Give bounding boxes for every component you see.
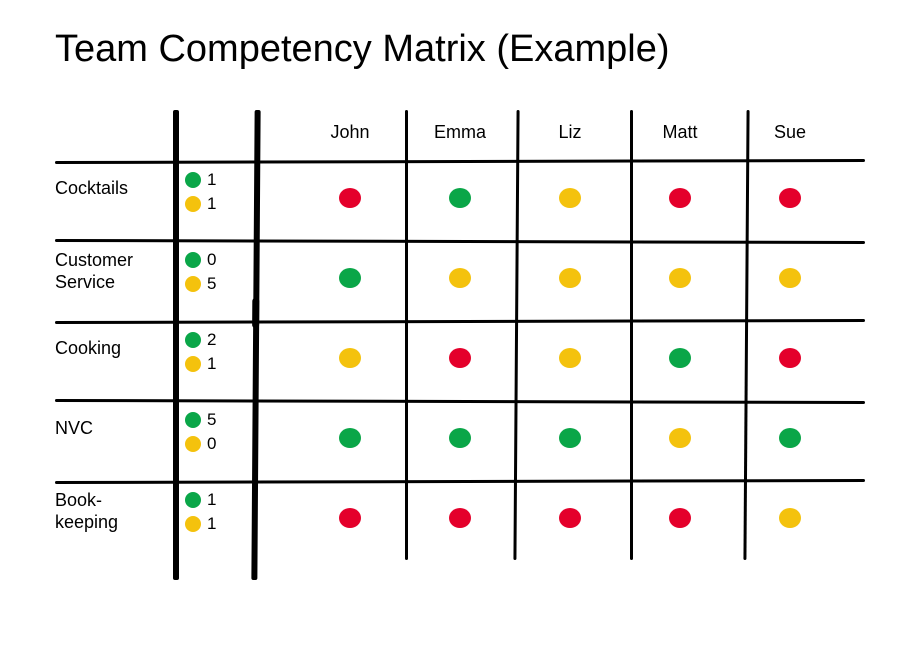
legend-item-green: 2: [185, 328, 216, 352]
legend-item-yellow: 5: [185, 272, 216, 296]
person-header: Sue: [735, 122, 845, 143]
skill-legend: 21: [185, 328, 216, 376]
skill-row: Book-keeping11: [55, 480, 865, 580]
green-dot-icon: [185, 412, 201, 428]
competency-dot: [339, 428, 361, 448]
yellow-dot-icon: [185, 516, 201, 532]
skill-row: Cocktails11: [55, 160, 865, 240]
legend-item-yellow: 1: [185, 512, 216, 536]
competency-dot: [339, 268, 361, 288]
skill-legend: 11: [185, 488, 216, 536]
competency-dot: [559, 348, 581, 368]
green-dot-icon: [185, 252, 201, 268]
competency-dot: [449, 188, 471, 208]
skill-legend: 11: [185, 168, 216, 216]
competency-dot: [669, 348, 691, 368]
yellow-dot-icon: [185, 356, 201, 372]
yellow-dot-icon: [185, 196, 201, 212]
skill-label: NVC: [55, 418, 165, 439]
skill-label: Cocktails: [55, 178, 165, 199]
yellow-dot-icon: [185, 276, 201, 292]
person-header: John: [295, 122, 405, 143]
legend-item-yellow: 1: [185, 192, 216, 216]
skill-label: Book-keeping: [55, 490, 165, 533]
skill-label: Cooking: [55, 338, 165, 359]
person-header: Emma: [405, 122, 515, 143]
competency-dot: [779, 348, 801, 368]
legend-item-green: 1: [185, 488, 216, 512]
green-dot-icon: [185, 332, 201, 348]
legend-count: 0: [207, 250, 216, 270]
page-title: Team Competency Matrix (Example): [55, 28, 670, 71]
competency-dot: [449, 268, 471, 288]
yellow-dot-icon: [185, 436, 201, 452]
person-header: Liz: [515, 122, 625, 143]
skill-legend: 50: [185, 408, 216, 456]
competency-dot: [779, 508, 801, 528]
legend-count: 1: [207, 514, 216, 534]
competency-dot: [339, 508, 361, 528]
competency-dot: [669, 268, 691, 288]
competency-matrix: JohnEmmaLizMattSue Cocktails11CustomerSe…: [55, 110, 865, 580]
green-dot-icon: [185, 172, 201, 188]
competency-dot: [559, 508, 581, 528]
legend-item-yellow: 0: [185, 432, 216, 456]
legend-item-green: 0: [185, 248, 216, 272]
legend-count: 1: [207, 490, 216, 510]
legend-count: 5: [207, 410, 216, 430]
competency-dot: [559, 268, 581, 288]
competency-dot: [339, 188, 361, 208]
competency-dot: [779, 428, 801, 448]
competency-dot: [669, 428, 691, 448]
competency-dot: [779, 268, 801, 288]
competency-dot: [559, 188, 581, 208]
skill-row: NVC50: [55, 400, 865, 480]
competency-dot: [449, 508, 471, 528]
skill-label: CustomerService: [55, 250, 165, 293]
legend-count: 5: [207, 274, 216, 294]
competency-dot: [779, 188, 801, 208]
competency-dot: [449, 348, 471, 368]
skill-legend: 05: [185, 248, 216, 296]
competency-dot: [339, 348, 361, 368]
header-row: JohnEmmaLizMattSue: [55, 110, 865, 160]
competency-dot: [449, 428, 471, 448]
legend-count: 1: [207, 170, 216, 190]
legend-item-green: 5: [185, 408, 216, 432]
legend-item-yellow: 1: [185, 352, 216, 376]
legend-count: 0: [207, 434, 216, 454]
competency-dot: [669, 188, 691, 208]
legend-count: 1: [207, 354, 216, 374]
competency-dot: [559, 428, 581, 448]
skill-row: Cooking21: [55, 320, 865, 400]
person-header: Matt: [625, 122, 735, 143]
legend-item-green: 1: [185, 168, 216, 192]
green-dot-icon: [185, 492, 201, 508]
skill-row: CustomerService05: [55, 240, 865, 320]
legend-count: 2: [207, 330, 216, 350]
legend-count: 1: [207, 194, 216, 214]
competency-dot: [669, 508, 691, 528]
